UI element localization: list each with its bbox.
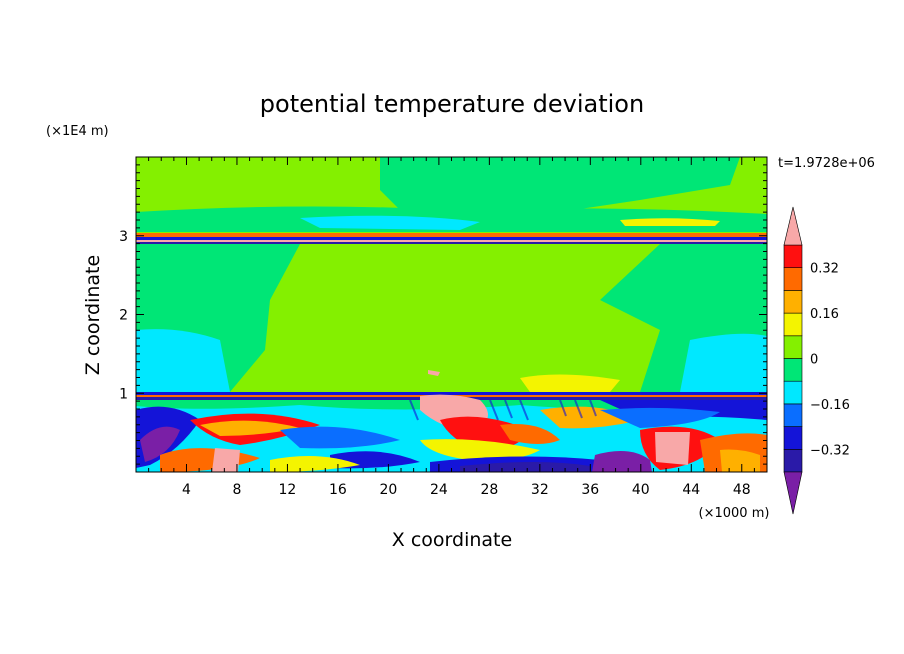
colorbar-segment — [783, 448, 803, 473]
x-tick-label: 44 — [682, 482, 700, 498]
y-tick-label: 3 — [119, 229, 128, 245]
field-upper-yellow-streak — [620, 218, 720, 226]
field-interface-3d — [136, 242, 767, 244]
field-boundary-orange-6 — [720, 449, 760, 472]
y-tick-label: 1 — [119, 386, 128, 402]
x-tick-label: 32 — [531, 482, 549, 498]
x-tick-label: 28 — [480, 482, 498, 498]
colorbar-tick-label: −0.32 — [810, 443, 850, 458]
colorbar-segment — [783, 267, 803, 291]
x-tick-label: 40 — [632, 482, 650, 498]
colorbar-segment — [783, 312, 803, 337]
x-unit-label: (×1000 m) — [699, 506, 770, 521]
x-tick-label: 8 — [232, 482, 241, 498]
colorbar-tick-label: −0.16 — [810, 398, 850, 413]
x-tick-label: 24 — [430, 482, 448, 498]
field-boundary-purple-left — [140, 426, 180, 462]
field-boundary-navy-bottom — [460, 462, 590, 472]
y-axis-title: Z coordinate — [82, 255, 104, 375]
field-middle-yellow-patch — [520, 374, 620, 392]
colorbar-segment — [783, 426, 803, 450]
field-boundary-blue-mid — [280, 426, 400, 449]
plot-area — [136, 157, 767, 472]
chart-title: potential temperature deviation — [260, 90, 644, 118]
field-boundary-pink-1 — [212, 448, 240, 472]
field-boundary-blue-right2 — [600, 407, 720, 428]
y-axis: 1 2 3 — [119, 164, 767, 465]
field-boundary-orange-1 — [200, 420, 300, 436]
field-upper-green-patch — [380, 157, 740, 214]
colorbar-segment — [783, 380, 803, 405]
field-middle-right-cyan — [680, 333, 767, 392]
colorbar-tick-label: 0 — [810, 353, 818, 368]
time-label: t=1.9728e+06 — [778, 156, 875, 171]
field-boundary-purple-bottom — [592, 451, 652, 472]
colorbar-segment — [783, 244, 803, 269]
colorbar-segment — [783, 290, 803, 314]
field-boundary-orange-3 — [500, 424, 560, 444]
field-boundary-yellow-2 — [420, 439, 540, 461]
colorbar-segment — [783, 335, 803, 359]
x-tick-label: 48 — [733, 482, 751, 498]
x-tick-label: 12 — [279, 482, 297, 498]
colorbar-extend-top — [783, 206, 803, 246]
x-tick-label: 20 — [379, 482, 397, 498]
y-tick-label: 2 — [119, 308, 128, 324]
x-tick-label: 36 — [581, 482, 599, 498]
x-tick-label: 16 — [329, 482, 347, 498]
field-interface-3b — [136, 237, 767, 240]
colorbar-tick-label: 0.16 — [810, 307, 839, 322]
field-middle-left-cyan — [136, 329, 230, 392]
x-tick-label: 4 — [182, 482, 191, 498]
field-interface-1a — [136, 392, 767, 395]
field-boundary-wave-streaks — [409, 399, 597, 421]
field-upper-cyan-streak — [300, 215, 480, 230]
colorbar-segment — [783, 403, 803, 427]
field-interface-3c — [136, 240, 767, 242]
y-unit-label: (×1E4 m) — [46, 124, 109, 139]
colorbar: 0.32 0.16 0 −0.16 −0.32 — [783, 206, 850, 515]
x-axis: 4 8 12 16 20 24 28 32 36 40 44 48 — [148, 157, 755, 498]
field-boundary-pink-3 — [655, 432, 690, 465]
field-interface-3a — [136, 233, 767, 237]
colorbar-tick-label: 0.32 — [810, 262, 839, 277]
x-axis-title: X coordinate — [392, 529, 512, 551]
field-middle-pink-dot — [428, 370, 440, 376]
colorbar-extend-bottom — [783, 471, 803, 515]
colorbar-segment — [783, 358, 803, 382]
